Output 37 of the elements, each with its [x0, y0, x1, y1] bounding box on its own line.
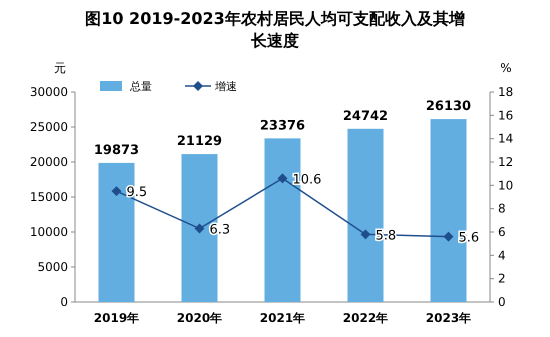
point	[194, 224, 204, 234]
y-tick-label: 20000	[30, 155, 68, 169]
y2-tick-label: 12	[498, 155, 514, 169]
point	[360, 229, 370, 240]
y-axis-title: 元	[54, 61, 66, 75]
point	[278, 173, 288, 184]
y-tick-label: 10000	[30, 225, 68, 239]
y2-tick-label: 18	[498, 85, 514, 99]
legend-label: 增速	[214, 80, 237, 93]
data-label: 23376	[260, 118, 306, 134]
y-tick-label: 15000	[30, 190, 68, 204]
y2-tick-label: 2	[498, 272, 506, 286]
x-tick-label: 2019年	[94, 311, 140, 325]
y-tick-label: 30000	[30, 85, 68, 99]
y2-tick-label: 14	[498, 132, 514, 146]
y2-tick-label: 10	[498, 178, 514, 192]
legend-label: 总量	[129, 80, 152, 93]
data-label: 24742	[342, 108, 388, 124]
x-tick-label: 2020年	[176, 311, 222, 325]
x-tick-label: 2021年	[260, 311, 306, 325]
x-tick-label: 2023年	[426, 311, 472, 325]
y2-tick-label: 0	[498, 295, 506, 309]
y2-tick-label: 4	[498, 248, 506, 262]
y-tick-label: 5000	[37, 260, 68, 274]
point	[444, 232, 454, 242]
data-label: 19873	[94, 142, 140, 158]
y-tick-label: 0	[60, 295, 68, 309]
y-tick-label: 25000	[30, 120, 68, 134]
data-label: 21129	[176, 134, 222, 150]
data-label: 26130	[426, 99, 472, 114]
y2-tick-label: 8	[498, 202, 506, 216]
y2-axis-title: %	[500, 61, 512, 75]
chart-title: 图10 2019-2023年农村居民人均可支配收入及其增长速度	[85, 9, 465, 50]
x-tick-label: 2022年	[342, 311, 388, 325]
y2-tick-label: 16	[498, 108, 514, 122]
point	[112, 186, 122, 196]
y2-tick-label: 6	[498, 225, 506, 239]
